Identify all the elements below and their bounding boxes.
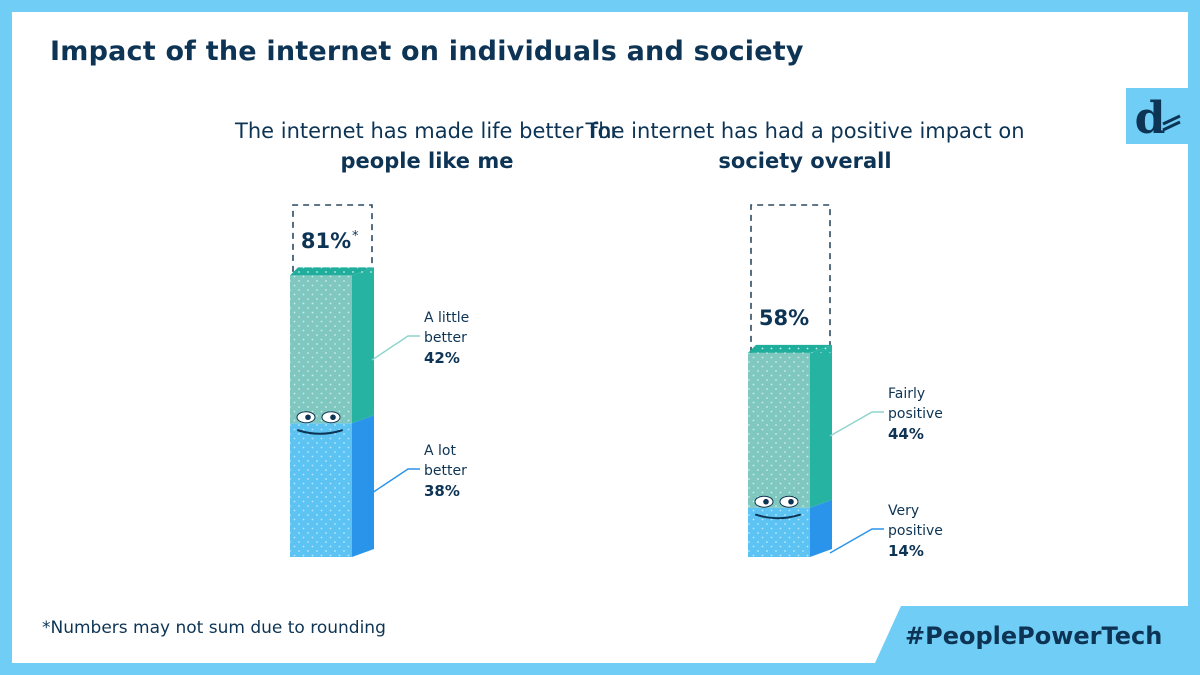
chart-left-face-pupil-left [305,414,311,421]
chart-left-lower-segment-texture [290,423,352,557]
d-letter-logo-icon: d [1126,88,1188,144]
chart-right-face-pupil-left [763,498,769,505]
chart-right-lower-annotation-leader [829,528,884,554]
chart-left-upper-annotation-line2: better [424,330,467,346]
chart-right-upper-segment-side [810,344,832,508]
chart-right-lower-segment-side [810,499,832,557]
chart-left-lower-annotation-value: 38% [424,482,460,500]
chart-left-total-label: 81% [301,229,351,253]
chart-right-top-texture [756,344,832,353]
chart-left-subtitle: The internet has made life better for pe… [207,116,647,176]
chart-left-face-pupil-right [330,414,336,421]
chart-right-lower-annotation-line2: positive [888,523,943,539]
chart-right-subtitle: The internet has had a positive impact o… [585,116,1025,176]
chart-left-lower-annotation-line2: better [424,463,467,479]
chart-right-upper-annotation-line1: Fairly [888,386,925,402]
chart-right-upper-annotation-leader [829,411,884,437]
chart-right-lower-annotation-line1: Very [888,503,919,519]
logo-mark-1 [1162,114,1181,126]
chart-right-total-label: 58% [759,306,809,330]
footnote: *Numbers may not sum due to rounding [42,618,386,638]
chart-right-upper-annotation-line2: positive [888,406,943,422]
chart-left-upper-segment-side [352,267,374,424]
chart-left-upper-annotation-value: 42% [424,349,460,367]
logo-letter: d [1135,93,1166,144]
chart-right-lower-annotation-value: 14% [888,542,924,560]
chart-left-lower-annotation-line1: A lot [424,443,456,459]
chart-left-outline [292,204,373,272]
chart-right-subtitle-text: The internet has had a positive impact o… [585,119,1025,143]
chart-left-face-smile [297,429,343,435]
hashtag: #PeoplePowerTech [905,622,1163,650]
chart-left-top-texture [298,267,374,276]
chart-left-subtitle-text: The internet has made life better for [235,119,619,143]
chart-right-face-pupil-right [788,498,794,505]
chart-right-upper-annotation-value: 44% [888,425,924,443]
chart-left-subtitle-emphasis: people like me [340,149,514,173]
chart-left-upper-segment-texture [290,275,352,424]
chart-left-lower-annotation-leader [371,468,420,494]
chart-left-total-footnote-mark: * [352,229,359,244]
chart-left-upper-annotation-line1: A little [424,310,469,326]
chart-right-upper-segment-texture [748,352,810,508]
chart-left-upper-annotation-leader [371,335,420,361]
chart-right-outline [750,204,831,353]
chart-left-lower-segment-side [352,415,374,557]
chart-right-subtitle-emphasis: society overall [718,149,892,173]
page-title: Impact of the internet on individuals an… [50,36,804,67]
logo-mark-2 [1162,120,1181,132]
chart-right-face-smile [755,513,801,520]
